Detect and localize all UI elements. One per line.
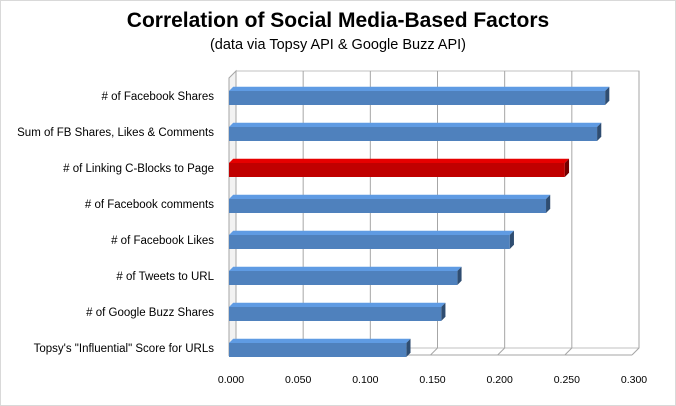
bar-end [564, 158, 570, 177]
bars [229, 86, 610, 357]
gridline-floor [497, 347, 506, 356]
bar-top [229, 122, 602, 127]
bar-end [605, 86, 610, 105]
bar-front [229, 199, 547, 213]
bar [229, 230, 514, 249]
bar-top [229, 158, 570, 163]
bar [229, 158, 570, 177]
bar-front [229, 91, 606, 105]
category-label: # of Facebook Likes [111, 235, 214, 247]
bar-front [229, 307, 442, 321]
bar [229, 122, 602, 141]
category-label: Sum of FB Shares, Likes & Comments [17, 127, 214, 139]
bar [229, 302, 446, 321]
bar-front [229, 343, 407, 357]
x-tick-label: 0.200 [487, 374, 513, 386]
category-labels: # of Facebook Shares Sum of FB Shares, Li… [17, 91, 214, 355]
bar-end [546, 194, 551, 213]
bar-end [457, 266, 462, 285]
category-label: Topsy's "Influential" Score for URLs [34, 343, 215, 355]
gridline-floor [430, 347, 438, 356]
chart-subtitle: (data via Topsy API & Google Buzz API) [209, 37, 467, 53]
bar [229, 338, 411, 357]
bar-front [229, 235, 510, 249]
gridline-floor [631, 347, 640, 356]
bar [229, 86, 610, 105]
bar-top [229, 86, 610, 91]
x-axis-ticks: 0.000 0.050 0.100 0.150 0.200 0.250 0.300 [218, 374, 647, 386]
bar-front [229, 163, 565, 177]
category-label: # of Google Buzz Shares [86, 307, 214, 319]
bar [229, 266, 462, 285]
bar-end [509, 230, 514, 249]
bar-top [229, 194, 551, 199]
bar-top [229, 302, 446, 307]
bar-top [229, 230, 514, 235]
bar-end [406, 338, 411, 357]
bar-front [229, 127, 598, 141]
bar-front [229, 271, 458, 285]
x-tick-label: 0.050 [285, 374, 311, 386]
x-tick-label: 0.250 [554, 374, 580, 386]
gridline-floor [564, 347, 573, 356]
x-tick-label: 0.100 [352, 374, 378, 386]
bar-end [597, 122, 602, 141]
chart-title: Correlation of Social Media-Based Factor… [126, 9, 550, 32]
x-tick-label: 0.150 [419, 374, 445, 386]
bar-top [229, 266, 462, 271]
category-label: # of Linking C-Blocks to Page [63, 163, 214, 175]
bar-end [441, 302, 446, 321]
category-label: # of Tweets to URL [116, 271, 214, 283]
x-tick-label: 0.000 [218, 374, 244, 386]
bar [229, 194, 551, 213]
category-label: # of Facebook Shares [101, 91, 214, 103]
category-label: # of Facebook comments [85, 199, 214, 211]
x-tick-label: 0.300 [621, 374, 647, 386]
bar-top [229, 338, 411, 343]
